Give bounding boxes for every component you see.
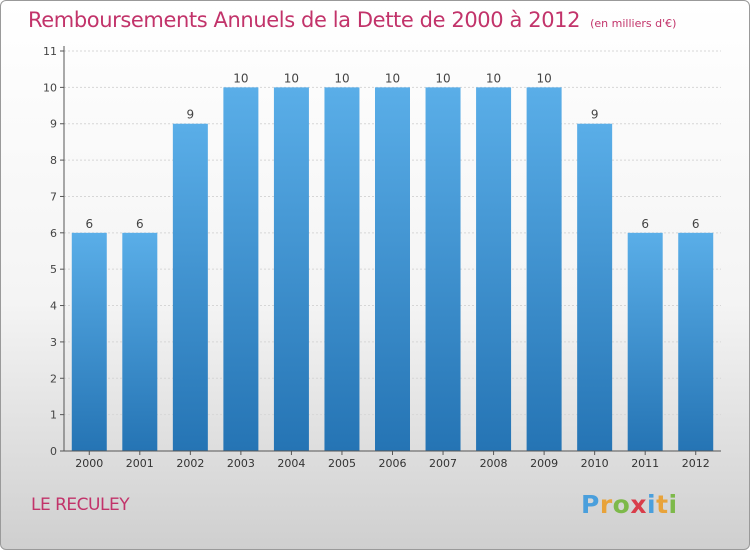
- value-label: 10: [435, 71, 450, 85]
- x-tick-label: 2005: [328, 457, 356, 470]
- y-tick-label: 0: [50, 445, 57, 458]
- bar-2000: [71, 232, 107, 451]
- value-label: 6: [641, 217, 649, 231]
- bar-2005: [324, 87, 360, 451]
- y-tick-label: 7: [50, 190, 57, 203]
- x-tick-label: 2006: [379, 457, 407, 470]
- value-label: 9: [591, 108, 599, 122]
- chart-title: Remboursements Annuels de la Dette de 20…: [28, 8, 676, 32]
- logo-letter: r: [599, 490, 613, 519]
- x-tick-label: 2009: [530, 457, 558, 470]
- value-label: 6: [136, 217, 144, 231]
- bar-2012: [678, 232, 714, 451]
- chart-title-text: Remboursements Annuels de la Dette de 20…: [28, 8, 581, 32]
- bar-2008: [476, 87, 512, 451]
- commune-name: LE RECULEY: [31, 495, 130, 515]
- y-tick-label: 3: [50, 336, 57, 349]
- x-tick-label: 2004: [277, 457, 305, 470]
- y-tick-label: 4: [50, 300, 57, 313]
- bar-2011: [627, 232, 663, 451]
- logo-letter: x: [630, 490, 647, 519]
- proxiti-logo: Proxiti: [581, 490, 678, 519]
- chart-subtitle: (en milliers d'€): [590, 17, 677, 30]
- logo-letter: i: [647, 490, 657, 519]
- x-tick-label: 2008: [480, 457, 508, 470]
- y-tick-label: 10: [43, 81, 57, 94]
- x-tick-label: 2012: [682, 457, 710, 470]
- value-label: 10: [334, 71, 349, 85]
- logo-letter: t: [656, 490, 669, 519]
- bar-2010: [577, 123, 613, 452]
- y-tick-label: 8: [50, 154, 57, 167]
- bars: [71, 87, 714, 452]
- bar-2003: [223, 87, 259, 451]
- y-tick-label: 11: [43, 45, 57, 58]
- value-label: 6: [85, 217, 93, 231]
- x-tick-label: 2002: [176, 457, 204, 470]
- x-tick-label: 2007: [429, 457, 457, 470]
- y-tick-label: 5: [50, 263, 57, 276]
- bar-2006: [375, 87, 410, 451]
- value-label: 10: [486, 71, 501, 85]
- value-label: 10: [536, 71, 551, 85]
- axes: [60, 46, 721, 455]
- logo-letter: i: [668, 490, 678, 519]
- y-tick-label: 2: [50, 372, 57, 385]
- x-tick-label: 2010: [581, 457, 609, 470]
- y-tick-label: 6: [50, 227, 57, 240]
- bar-2007: [425, 87, 461, 451]
- logo-letter: o: [612, 490, 631, 519]
- value-label: 10: [284, 71, 299, 85]
- value-label: 10: [233, 71, 248, 85]
- x-tick-label: 2003: [227, 457, 255, 470]
- labels: 0 1 2 3 4 5 6 7 8 9 10 11 6 2000 6 2001 9 2002 10 2003 10 200…: [43, 45, 710, 470]
- bar-2001: [122, 232, 158, 451]
- bar-2002: [172, 123, 208, 452]
- value-label: 10: [385, 71, 400, 85]
- value-label: 9: [187, 108, 195, 122]
- x-tick-label: 2000: [75, 457, 103, 470]
- bar-2009: [526, 87, 562, 451]
- logo-letter: P: [581, 490, 600, 519]
- bar-2004: [273, 87, 309, 451]
- x-tick-label: 2011: [631, 457, 659, 470]
- x-tick-label: 2001: [126, 457, 154, 470]
- y-tick-label: 9: [50, 118, 57, 131]
- y-tick-label: 1: [50, 409, 57, 422]
- value-label: 6: [692, 217, 700, 231]
